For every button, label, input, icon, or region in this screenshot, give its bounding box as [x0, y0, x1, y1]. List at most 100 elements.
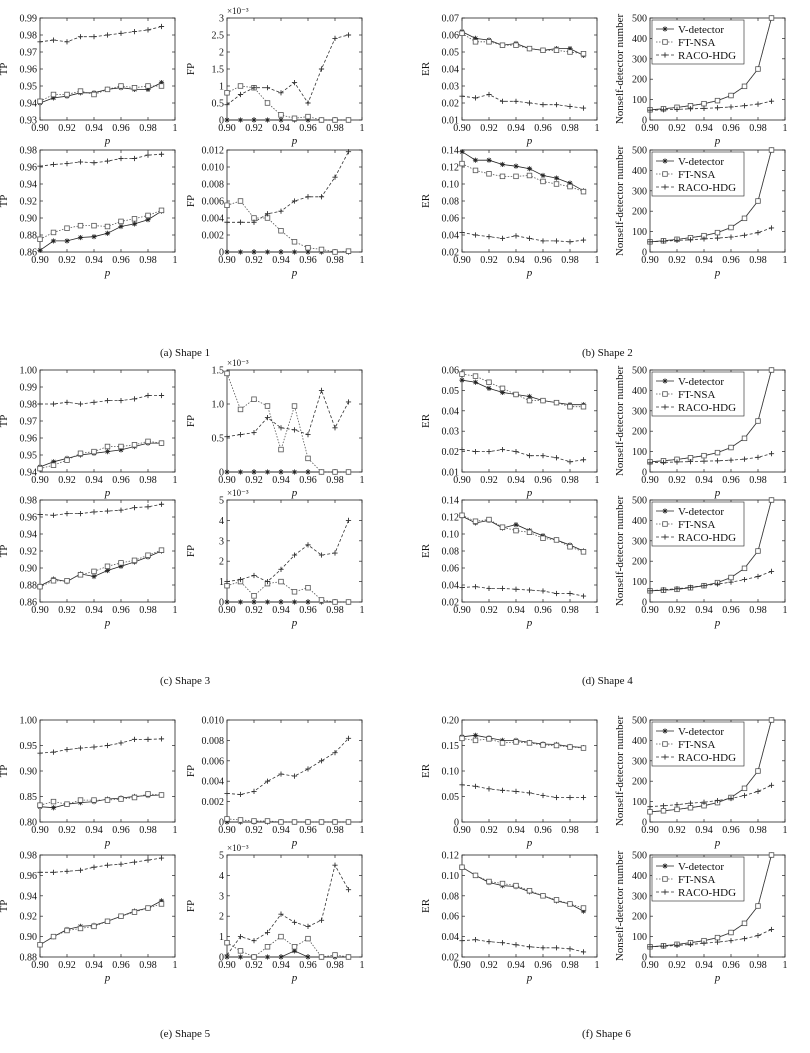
data-point-ft-nsa — [660, 808, 667, 814]
data-point-ft-nsa — [768, 147, 775, 153]
data-point-raco-hdg — [131, 155, 138, 162]
data-point-raco-hdg — [345, 735, 352, 741]
x-tick-label: 0.96 — [534, 475, 552, 486]
x-axis-label: p — [526, 972, 533, 984]
series-line-raco-hdg — [39, 738, 162, 754]
y-tick-label: 0.02 — [442, 248, 460, 259]
data-point-v-detector — [513, 163, 519, 169]
data-point-raco-hdg — [332, 425, 338, 431]
x-tick-label: 1 — [595, 960, 600, 971]
data-point-ft-nsa — [77, 797, 84, 803]
data-point-raco-hdg — [513, 98, 519, 104]
y-tick-label: 0.95 — [20, 741, 38, 752]
x-tick-label: 0.94 — [85, 960, 103, 971]
data-point-raco-hdg — [224, 102, 230, 108]
data-point-ft-nsa — [687, 805, 694, 811]
data-point-ft-nsa — [158, 207, 165, 214]
x-tick-label: 0.90 — [218, 255, 236, 266]
data-point-ft-nsa — [37, 584, 43, 590]
y-tick-label: 0 — [219, 953, 224, 964]
data-point-raco-hdg — [50, 161, 57, 168]
y-tick-label: 0.10 — [442, 767, 460, 778]
data-point-raco-hdg — [714, 458, 721, 464]
x-tick-label: 0.90 — [31, 825, 49, 836]
data-point-raco-hdg — [567, 946, 573, 952]
chart-e-FP: 0.90 0.92 0.94 0.96 0.98 1 0 0.002 0.004 0.006 0.0… — [185, 716, 365, 850]
y-tick-label: 0 — [454, 818, 459, 829]
y-tick-label: 0.01 — [442, 468, 460, 479]
data-point-raco-hdg — [647, 804, 653, 810]
data-point-ft-nsa — [674, 806, 680, 813]
y-tick-label: 300 — [632, 756, 647, 767]
y-tick-label: 0 — [642, 818, 647, 829]
data-point-ft-nsa — [567, 901, 573, 907]
data-point-ft-nsa — [64, 801, 70, 807]
x-axis-label: p — [526, 617, 533, 629]
data-point-raco-hdg — [37, 869, 43, 875]
data-point-ft-nsa — [318, 819, 325, 825]
data-point-ft-nsa — [513, 882, 519, 889]
x-tick-label: 0.98 — [326, 960, 344, 971]
data-point-ft-nsa — [332, 819, 338, 825]
data-point-ft-nsa — [486, 39, 492, 45]
data-point-v-detector — [567, 46, 573, 52]
data-point-v-detector — [553, 175, 560, 181]
data-point-ft-nsa — [768, 15, 775, 21]
data-point-ft-nsa — [741, 785, 748, 792]
data-point-raco-hdg — [513, 449, 519, 455]
plot-frame — [649, 719, 786, 823]
y-tick-label: 0.04 — [442, 581, 460, 592]
y-tick-label: 300 — [632, 536, 647, 547]
data-point-raco-hdg — [499, 585, 506, 591]
data-point-ft-nsa — [499, 173, 506, 180]
data-point-raco-hdg — [158, 855, 165, 861]
x-tick-label: 0.98 — [561, 605, 579, 616]
y-axis-label: FP — [185, 765, 197, 777]
data-point-ft-nsa — [459, 512, 465, 518]
data-point-raco-hdg — [77, 511, 84, 517]
x-tick-label: 0.92 — [58, 960, 76, 971]
data-point-ft-nsa — [332, 599, 338, 605]
data-point-raco-hdg — [50, 869, 57, 875]
data-point-ft-nsa — [526, 172, 533, 179]
data-point-ft-nsa — [50, 578, 57, 584]
series-line-v-detector — [461, 379, 584, 406]
y-tick-label: 1.00 — [20, 366, 38, 377]
chart-c-ER: 0.90 0.92 0.94 0.96 0.98 1 0.01 0.02 0.03 0.04 0.0… — [420, 366, 600, 500]
data-point-ft-nsa — [755, 66, 761, 72]
x-tick-label: 0.90 — [641, 475, 659, 486]
data-point-raco-hdg — [647, 460, 653, 466]
y-tick-label: 300 — [632, 54, 647, 65]
series-line-ft-nsa — [461, 514, 584, 553]
data-point-ft-nsa — [158, 792, 165, 798]
chart-e-ER: 0.90 0.92 0.94 0.96 0.98 1 0 0.05 0.10 0.15 0.20 p E… — [420, 716, 600, 850]
data-point-ft-nsa — [553, 399, 560, 406]
data-point-raco-hdg — [486, 939, 492, 945]
y-tick-label: 200 — [632, 557, 647, 568]
x-tick-label: 0.98 — [326, 825, 344, 836]
data-point-raco-hdg — [291, 427, 298, 433]
y-tick-label: 0.05 — [442, 48, 460, 59]
y-tick-label: 0.94 — [20, 180, 38, 191]
x-tick-label: 0.92 — [668, 605, 686, 616]
x-tick-label: 0.94 — [272, 475, 290, 486]
data-point-ft-nsa — [104, 86, 111, 93]
data-point-ft-nsa — [278, 578, 284, 585]
legend-label: FT-NSA — [678, 389, 716, 401]
data-point-raco-hdg — [158, 23, 165, 30]
data-point-ft-nsa — [459, 864, 465, 870]
y-tick-label: 3 — [219, 536, 224, 547]
y-tick-label: 0.5 — [212, 434, 225, 445]
data-point-ft-nsa — [540, 47, 546, 53]
y-tick-label: 0 — [219, 598, 224, 609]
data-point-ft-nsa — [472, 737, 479, 744]
data-point-ft-nsa — [251, 593, 257, 599]
y-tick-label: 0.08 — [442, 197, 460, 208]
y-axis-label: FP — [185, 195, 197, 207]
data-point-ft-nsa — [345, 819, 352, 825]
data-point-ft-nsa — [158, 901, 165, 907]
data-point-raco-hdg — [305, 432, 311, 438]
chart-c-N: 0.90 0.92 0.94 0.96 0.98 1 0 100 200 300 400 500 p No… — [614, 366, 788, 500]
data-point-v-detector — [526, 166, 533, 172]
data-point-ft-nsa — [714, 449, 721, 456]
